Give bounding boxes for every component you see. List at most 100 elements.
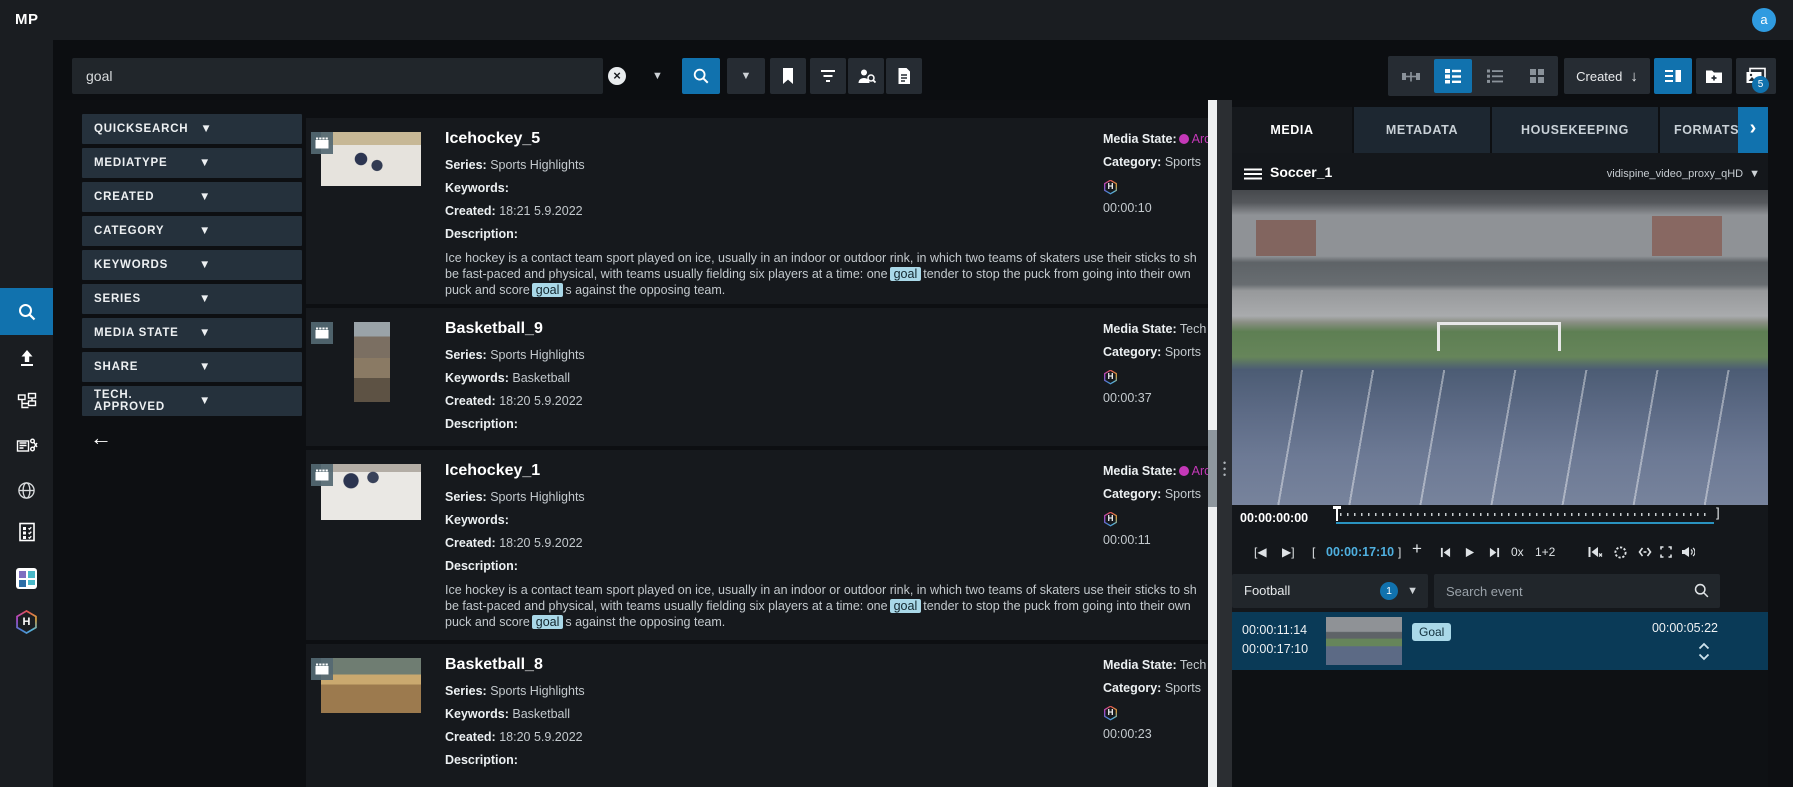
chevron-down-icon: ▼ (199, 225, 212, 237)
timeline-end-bracket: ] (1716, 505, 1720, 520)
audio-channels[interactable]: 1+2 (1535, 545, 1556, 559)
bookmark-icon (780, 67, 796, 85)
description-line: Ice hockey is a contact team sport playe… (445, 251, 1197, 265)
more-tabs-button[interactable]: › (1738, 107, 1768, 153)
search-icon[interactable] (1693, 582, 1710, 599)
nav-vidispine-app-button[interactable] (0, 556, 53, 600)
event-list-row[interactable]: 00:00:11:14 00:00:17:10 Goal 00:00:05:22 (1232, 612, 1768, 670)
results-scrollbar-thumb[interactable] (1208, 430, 1217, 507)
shuttle-wheel-button[interactable] (1614, 542, 1627, 562)
clip-name: Soccer_1 (1270, 164, 1333, 180)
fullscreen-button[interactable] (1660, 542, 1672, 562)
collapse-filters-arrow[interactable]: ← (90, 425, 112, 450)
panel-resize-handle[interactable]: • • • (1217, 100, 1232, 787)
play-button[interactable] (1464, 542, 1475, 562)
view-grid-button[interactable] (1518, 59, 1556, 93)
document-icon (896, 67, 912, 85)
mark-timecode: 00:00:17:10 (1326, 545, 1395, 559)
filter-share[interactable]: SHARE ▼ (82, 352, 302, 382)
go-to-in-button[interactable]: [◀ (1254, 545, 1267, 559)
chevron-down-icon: ▼ (1407, 585, 1418, 597)
view-list-button[interactable] (1476, 59, 1514, 93)
search-icon (692, 67, 710, 85)
filter-series[interactable]: SERIES ▼ (82, 284, 302, 314)
search-input[interactable] (72, 58, 603, 94)
event-search-input[interactable] (1434, 574, 1698, 608)
view-list-detail-button[interactable] (1434, 59, 1472, 93)
chevron-up-icon[interactable] (1698, 642, 1710, 650)
tab-metadata[interactable]: METADATA (1354, 107, 1490, 153)
filter-quicksearch[interactable]: QUICKSEARCH ▼ (82, 114, 302, 144)
clip-menu-button[interactable] (1244, 168, 1262, 180)
jog-arrows-button[interactable] (1638, 542, 1652, 562)
event-duration: 00:00:05:22 (1651, 621, 1718, 635)
video-player-viewport[interactable] (1232, 190, 1768, 505)
duration: 00:00:11 (1103, 533, 1151, 547)
grid-icon (1529, 68, 1545, 84)
previous-frame-button[interactable] (1440, 542, 1451, 562)
chevron-down-icon: ▼ (199, 361, 212, 373)
add-to-folder-button[interactable] (1696, 58, 1732, 94)
result-item[interactable]: Basketball_8 Series: Sports Highlights K… (306, 644, 1208, 787)
mark-out-bracket[interactable]: ] (1398, 545, 1402, 559)
tab-media[interactable]: MEDIA (1232, 107, 1352, 153)
volume-button[interactable] (1681, 542, 1695, 562)
add-marker-button[interactable]: + (1412, 539, 1422, 558)
nav-h-app-button[interactable]: H (0, 600, 53, 644)
chevron-down-icon: ▼ (199, 157, 212, 169)
playhead-marker[interactable] (1333, 506, 1341, 521)
filter-created[interactable]: CREATED ▼ (82, 182, 302, 212)
filter-button[interactable] (810, 58, 846, 94)
toggle-side-panel-button[interactable] (1654, 58, 1692, 94)
chevron-down-icon: ▼ (200, 123, 213, 135)
nav-tasklist-button[interactable] (0, 510, 53, 554)
nav-workflow-button[interactable] (0, 380, 53, 424)
filter-media-state[interactable]: MEDIA STATE ▼ (82, 318, 302, 348)
duration: 00:00:37 (1103, 391, 1152, 405)
proxy-selector[interactable]: vidispine_video_proxy_qHD ▼ (1430, 168, 1760, 180)
person-search-icon (857, 67, 876, 85)
document-search-button[interactable] (886, 58, 922, 94)
event-group-dropdown[interactable]: Football 1 ▼ (1232, 574, 1428, 608)
playback-speed[interactable]: 0x (1511, 545, 1524, 559)
mark-in-bracket[interactable]: [ (1312, 545, 1316, 559)
nav-search-button[interactable] (0, 288, 53, 335)
filter-tech-approved[interactable]: TECH. APPROVED ▼ (82, 386, 302, 416)
chevron-down-icon: ▼ (199, 259, 212, 271)
checklist-icon (17, 522, 37, 542)
filter-category[interactable]: CATEGORY ▼ (82, 216, 302, 246)
chevron-down-icon[interactable] (1698, 653, 1710, 661)
user-avatar[interactable]: a (1752, 8, 1776, 32)
video-type-icon (311, 132, 333, 154)
sort-created-button[interactable]: Created ↓ (1564, 58, 1650, 94)
duration: 00:00:10 (1103, 201, 1152, 215)
filter-keywords[interactable]: KEYWORDS ▼ (82, 250, 302, 280)
next-frame-button[interactable] (1489, 542, 1500, 562)
h-hexagon-icon: H (16, 610, 37, 634)
result-item[interactable]: Basketball_9 Series: Sports Highlights K… (306, 308, 1208, 446)
nav-edit-clip-button[interactable] (0, 424, 53, 468)
user-search-button[interactable] (848, 58, 884, 94)
tab-formats[interactable]: FORMATS (1660, 107, 1738, 153)
description-line: be fast-paced and physical, with teams u… (445, 599, 1191, 613)
nav-web-button[interactable] (0, 468, 53, 512)
timeline-ruler[interactable] (1333, 506, 1714, 524)
event-search-box (1434, 574, 1720, 608)
clear-search-icon[interactable]: × (608, 67, 626, 85)
tab-housekeeping[interactable]: HOUSEKEEPING (1492, 107, 1658, 153)
saved-searches-button[interactable] (770, 58, 806, 94)
go-to-out-button[interactable]: ▶] (1282, 545, 1295, 559)
view-timeline-button[interactable] (1392, 59, 1430, 93)
filter-mediatype[interactable]: MEDIATYPE ▼ (82, 148, 302, 178)
search-history-caret-icon[interactable]: ▼ (652, 70, 663, 82)
nav-upload-button[interactable] (0, 336, 53, 380)
top-bar (0, 0, 1793, 40)
search-options-dropdown-button[interactable]: ▼ (727, 58, 765, 94)
chevron-down-icon: ▼ (199, 293, 212, 305)
result-item[interactable]: Icehockey_1 Series: Sports Highlights Ke… (306, 450, 1208, 640)
event-group-label: Football (1244, 583, 1291, 598)
result-item[interactable]: Icehockey_5 Series: Sports Highlights Ke… (306, 118, 1208, 304)
description-line: puck and score goal s against the opposing… (445, 615, 726, 629)
search-button[interactable] (682, 58, 720, 94)
loop-to-start-button[interactable] (1588, 542, 1603, 562)
